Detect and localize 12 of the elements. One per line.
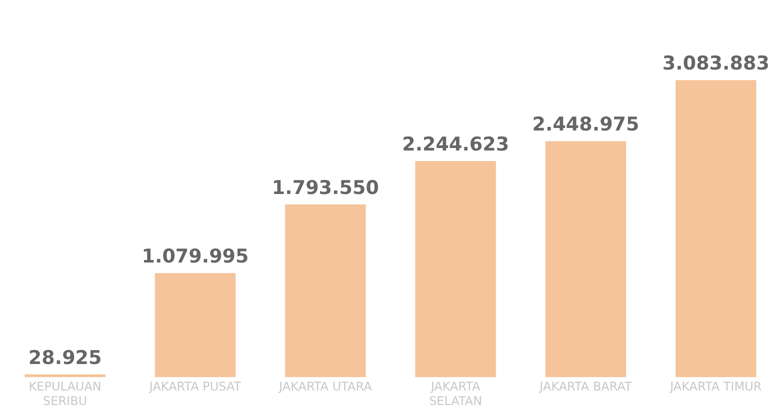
data-label: 1.079.995 [142, 246, 249, 268]
data-label: 28.925 [28, 346, 102, 369]
bar [545, 141, 626, 378]
bar [285, 204, 366, 378]
bar [24, 374, 106, 378]
data-label: 3.083.883 [662, 52, 770, 75]
bar [154, 273, 236, 378]
bar [415, 160, 496, 378]
bar [676, 80, 756, 378]
data-label: 1.793.550 [272, 176, 379, 199]
data-label: 2.244.623 [402, 133, 510, 156]
data-label: 2.448.975 [532, 114, 640, 136]
